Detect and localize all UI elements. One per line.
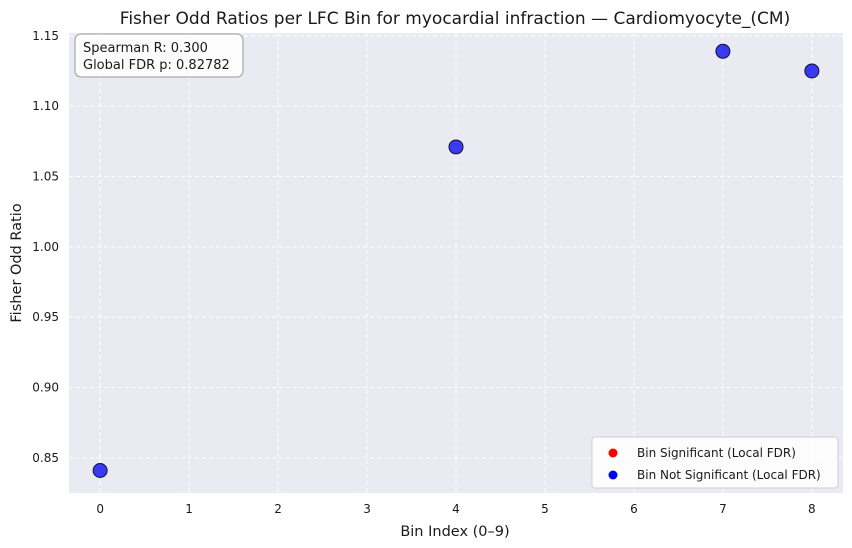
data-point <box>448 139 464 155</box>
legend-marker-not-significant <box>608 470 618 480</box>
legend-box <box>591 436 839 489</box>
x-tick-label: 6 <box>630 502 638 516</box>
annotation-box <box>74 33 244 78</box>
stats-annotation: Spearman R: 0.300 Global FDR p: 0.82782 <box>74 33 244 78</box>
x-tick-label: 3 <box>363 502 371 516</box>
y-tick-label: 1.05 <box>32 169 59 183</box>
y-tick-label: 0.85 <box>32 451 59 465</box>
annotation-spearman: Spearman R: 0.300 <box>83 41 208 56</box>
data-point <box>804 63 820 79</box>
legend-label-significant: Bin Significant (Local FDR) <box>637 446 796 460</box>
y-tick-label: 0.90 <box>32 380 59 394</box>
y-tick-label: 1.00 <box>32 240 59 254</box>
x-tick-label: 2 <box>274 502 282 516</box>
annotation-fdr: Global FDR p: 0.82782 <box>83 58 230 73</box>
x-tick-label: 7 <box>719 502 727 516</box>
x-tick-label: 4 <box>452 502 460 516</box>
y-axis-label: Fisher Odd Ratio <box>9 203 25 322</box>
x-tick-labels: 0 1 2 3 4 5 6 7 8 <box>96 502 815 516</box>
x-tick-label: 0 <box>96 502 104 516</box>
x-tick-label: 5 <box>541 502 549 516</box>
plot-area <box>69 33 843 493</box>
y-tick-label: 1.10 <box>32 99 59 113</box>
data-point <box>92 462 108 478</box>
data-points <box>92 43 820 478</box>
y-tick-labels: 0.85 0.90 0.95 1.00 1.05 1.10 1.15 <box>32 29 59 465</box>
data-point <box>715 43 731 59</box>
chart-title: Fisher Odd Ratios per LFC Bin for myocar… <box>120 9 790 29</box>
y-tick-label: 0.95 <box>32 310 59 324</box>
x-axis-label: Bin Index (0–9) <box>400 524 509 540</box>
legend-label-not-significant: Bin Not Significant (Local FDR) <box>637 468 821 482</box>
y-tick-label: 1.15 <box>32 29 59 43</box>
x-tick-label: 8 <box>808 502 816 516</box>
x-tick-label: 1 <box>185 502 193 516</box>
legend-marker-significant <box>608 448 618 458</box>
legend: Bin Significant (Local FDR) Bin Not Sign… <box>591 436 839 489</box>
